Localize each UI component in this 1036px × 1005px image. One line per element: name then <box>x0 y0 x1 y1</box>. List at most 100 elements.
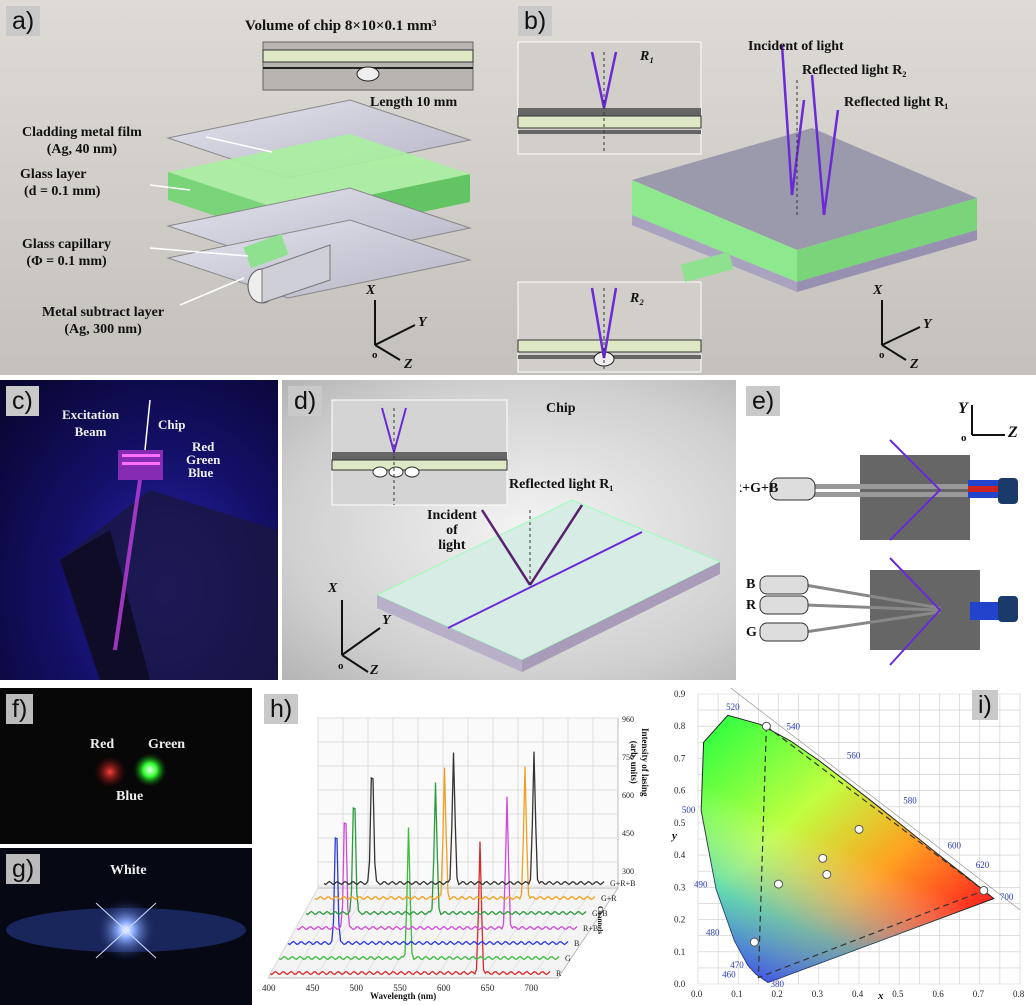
axis-origin: o <box>338 660 344 672</box>
i-y-tick: 0.6 <box>674 786 686 796</box>
h-z-axis-label: Intensity of lasing (arb. units) <box>629 728 650 797</box>
panel-d-illustration <box>331 399 722 673</box>
chip-length-label: Length 10 mm <box>370 95 458 110</box>
cie-point <box>979 886 989 896</box>
axis-origin: o <box>961 432 967 444</box>
excitation-beam-label: Excitation Beam <box>62 407 120 439</box>
h-grid-line <box>531 887 594 979</box>
panel-c-tag: c) <box>6 386 39 416</box>
panel-c-photo <box>60 399 278 680</box>
panel-f-photo <box>94 753 167 788</box>
panel-b-illustration <box>517 41 977 373</box>
wavelength-label: 580 <box>903 796 917 806</box>
cie-point <box>774 879 783 889</box>
panel-a: a) Volume of chip 8×10×0.1 mm³ Length 10… <box>0 0 512 375</box>
h-x-tick: 600 <box>437 983 451 993</box>
h-series-line <box>323 751 605 886</box>
i-y-tick: 0.2 <box>674 915 685 925</box>
i-x-tick: 0.4 <box>852 989 864 999</box>
wavelength-label: 540 <box>787 721 801 731</box>
wavelength-label: 620 <box>976 860 990 870</box>
h-x-tick: 550 <box>393 983 407 993</box>
inlet-g-label: G <box>746 625 757 640</box>
h-x-axis-label: Wavelength (nm) <box>370 991 437 1001</box>
axis-y: Y <box>382 613 391 628</box>
h-series-line <box>278 827 560 961</box>
rgb-inlet-label: R+G+B <box>740 481 779 496</box>
i-y-tick: 0.3 <box>674 882 686 892</box>
panel-h-tag: h) <box>264 694 299 724</box>
h-series-label: R+B <box>583 924 598 933</box>
cie-point <box>854 824 864 834</box>
i-x-tick: 0.3 <box>812 989 824 999</box>
wavelength-label: 600 <box>948 841 962 851</box>
panel-h: R G B R+B G+B G+R G+R+B 400 450 500 550 600 650 700 96… <box>258 688 670 1005</box>
axis-x: X <box>366 283 376 298</box>
inset-r2-label: R₂ <box>630 291 645 306</box>
h-x-tick: 400 <box>262 983 276 993</box>
wavelength-label: 560 <box>847 750 861 760</box>
i-y-tick: 0.0 <box>674 979 686 989</box>
label-metal-substrate: Metal subtract layer (Ag, 300 nm) <box>42 305 165 337</box>
axis-x: X <box>328 581 338 596</box>
chip-label: Chip <box>546 401 576 416</box>
panel-d-tag: d) <box>288 386 323 416</box>
h-grid-line <box>363 887 419 979</box>
h-grid-line <box>387 887 444 979</box>
h-series-label: B <box>574 939 579 948</box>
axis-z: Z <box>1008 424 1018 441</box>
h-series-label: G <box>565 954 571 963</box>
axis-origin: o <box>879 349 885 361</box>
panel-a-tag: a) <box>6 6 41 36</box>
h-series-label: G+R+B <box>610 879 635 888</box>
i-x-axis-label: x <box>878 990 884 1002</box>
cie-point <box>749 937 759 947</box>
inset-r1-label: R₁ <box>640 49 655 64</box>
panel-e: e) R+G+B B R G Y Z o <box>740 380 1036 680</box>
h-grid-line <box>315 887 369 979</box>
panel-g: g) White <box>0 848 252 1005</box>
chip-label: Chip <box>158 417 186 432</box>
h-series-label: R <box>556 969 562 978</box>
wavelength-label: 470 <box>730 960 744 970</box>
wavelength-label: 380 <box>770 979 784 989</box>
green-label: Green <box>186 452 221 467</box>
h-z-tick: 450 <box>622 829 634 838</box>
h-series-label: G+R <box>601 894 617 903</box>
h-grid-line <box>267 887 319 979</box>
cie-locus-shade <box>701 715 994 983</box>
i-x-tick: 0.0 <box>691 989 703 999</box>
i-x-tick: 0.7 <box>973 989 985 999</box>
reflected-r2-label: Reflected light R₂ <box>802 63 907 78</box>
i-x-tick: 0.1 <box>731 989 742 999</box>
i-y-tick: 0.1 <box>674 947 685 957</box>
i-y-tick: 0.8 <box>674 721 686 731</box>
h-series-line <box>269 841 551 976</box>
cie-point <box>822 869 832 879</box>
h-grid-line <box>507 887 569 979</box>
wavelength-label: 460 <box>722 970 736 980</box>
inlet-r-label: R <box>746 598 757 613</box>
axis-z: Z <box>404 357 413 372</box>
panel-g-photo <box>6 898 246 962</box>
panel-b: b) R₁ R₂ Incident of light Reflected lig… <box>512 0 1036 375</box>
h-series-line <box>296 796 578 931</box>
incident-label: Incident of light <box>748 39 844 54</box>
panel-d: d) Chip Reflected light R₁ Incident of lig… <box>282 380 736 680</box>
cie-point <box>818 853 828 863</box>
h-series-line <box>305 782 587 916</box>
blue-spot-label: Blue <box>116 789 144 804</box>
wavelength-label: 490 <box>694 879 708 889</box>
i-x-tick: 0.5 <box>892 989 904 999</box>
wavelength-label: 520 <box>726 702 740 712</box>
h-series-label: G+B <box>592 909 608 918</box>
i-guide-line <box>730 688 1021 911</box>
i-x-tick: 0.6 <box>933 989 945 999</box>
incident-label: Incident of light <box>427 508 477 553</box>
i-y-tick: 0.7 <box>674 753 686 763</box>
cie-point <box>761 721 771 731</box>
i-x-tick: 0.8 <box>1013 989 1025 999</box>
i-y-axis-label: y <box>672 830 677 842</box>
h-z-tick: 750 <box>622 753 634 762</box>
i-y-tick: 0.4 <box>674 850 686 860</box>
